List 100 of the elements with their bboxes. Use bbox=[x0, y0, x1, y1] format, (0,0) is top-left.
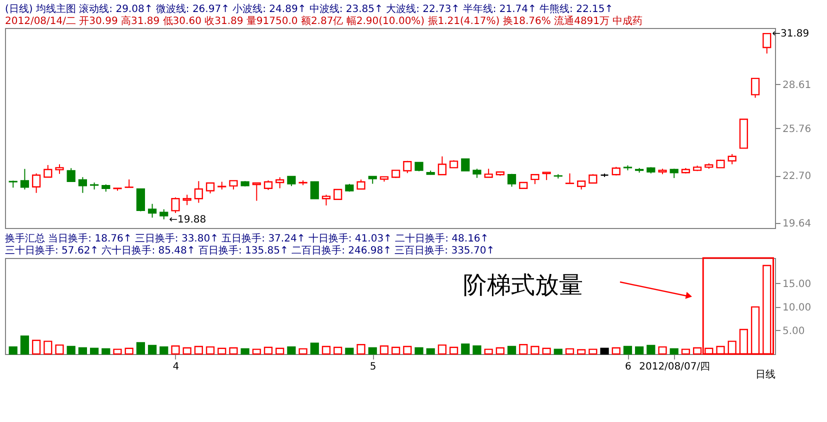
candlestick bbox=[136, 188, 145, 212]
bar bbox=[194, 346, 203, 355]
candlestick bbox=[310, 180, 319, 200]
bar bbox=[484, 348, 493, 355]
bar bbox=[438, 344, 446, 355]
bar bbox=[426, 348, 435, 355]
bar bbox=[298, 348, 308, 355]
candlestick bbox=[44, 164, 52, 178]
bar bbox=[78, 347, 88, 355]
candlestick bbox=[356, 179, 366, 190]
x-tick-label: 4 bbox=[172, 362, 180, 372]
candlestick bbox=[565, 172, 574, 184]
annotation: 阶梯式放量 bbox=[463, 271, 583, 299]
bar bbox=[218, 348, 226, 355]
candlestick bbox=[66, 168, 76, 182]
candlestick bbox=[20, 168, 30, 190]
bar bbox=[635, 346, 644, 355]
bar bbox=[461, 344, 470, 355]
bar bbox=[276, 348, 284, 355]
candlestick bbox=[461, 158, 470, 172]
chart-title: 换手汇总 当日换手: 18.76↑ 三日换手: 33.80↑ 五日换手: 37.24↑ 十日换手: 41.03↑ 二十日换手: 48.16↑ 三十日换手: 57.62↑ 六十日换手: 85.48↑ 百日换手: 135.85↑ 二百日换手: 246.98↑ 三百日换手: 335.70↑ bbox=[5, 232, 495, 256]
bar bbox=[472, 345, 482, 355]
bar bbox=[32, 340, 41, 355]
candlestick bbox=[206, 182, 215, 194]
x-axis-title: 日线 bbox=[756, 368, 776, 380]
bar bbox=[160, 346, 168, 355]
candlestick bbox=[287, 176, 296, 187]
candlestick bbox=[264, 180, 273, 190]
bar bbox=[90, 348, 99, 355]
bar bbox=[496, 347, 504, 355]
candlestick bbox=[728, 154, 736, 165]
y-tick-label: 25.76 bbox=[782, 124, 812, 135]
bar bbox=[565, 348, 574, 355]
bar bbox=[102, 348, 110, 355]
bar bbox=[66, 346, 76, 355]
candlestick bbox=[55, 164, 64, 174]
candlestick bbox=[403, 160, 412, 174]
candlestick bbox=[334, 188, 342, 200]
candlestick bbox=[276, 176, 284, 189]
candlestick bbox=[750, 78, 760, 98]
bar bbox=[322, 346, 331, 355]
candlestick bbox=[182, 194, 192, 206]
bar bbox=[530, 346, 540, 355]
bar bbox=[542, 348, 551, 355]
candlestick bbox=[171, 196, 180, 214]
y-tick-label: 22.70 bbox=[782, 171, 812, 182]
candlestick bbox=[148, 203, 157, 218]
bar bbox=[519, 344, 528, 355]
bar bbox=[368, 347, 377, 355]
x-tick-label: 6 bbox=[625, 362, 632, 372]
annotation: ←19.88 bbox=[169, 214, 206, 226]
bar bbox=[287, 346, 296, 355]
bar bbox=[449, 346, 458, 355]
bar bbox=[588, 348, 598, 355]
bar bbox=[345, 348, 354, 355]
bar bbox=[124, 348, 134, 355]
bar bbox=[310, 342, 319, 355]
x-tick-label: 2012/08/07/四 bbox=[639, 362, 710, 372]
bar bbox=[414, 347, 424, 355]
bar bbox=[8, 346, 18, 355]
candlestick bbox=[507, 173, 516, 188]
bar bbox=[171, 345, 180, 355]
candlestick bbox=[32, 172, 41, 194]
bar bbox=[380, 345, 389, 355]
bar bbox=[229, 347, 238, 355]
bar bbox=[646, 344, 656, 355]
bar bbox=[55, 344, 64, 355]
bar bbox=[113, 348, 122, 355]
candlestick bbox=[252, 182, 261, 202]
bar bbox=[136, 342, 145, 355]
bar bbox=[403, 346, 412, 355]
chart-subtitle: 2012/08/14/二 开30.99 高31.89 低30.60 收31.89 量91750.0 额2.87亿 幅2.90(10.00%) 振1.21(4.17%) 换18.76% 流通4891万 中成药 bbox=[5, 15, 643, 27]
candlestick bbox=[762, 32, 772, 54]
candlestick bbox=[322, 194, 331, 206]
x-tick-label: 5 bbox=[370, 362, 376, 372]
bar bbox=[334, 346, 342, 355]
bar bbox=[507, 346, 516, 355]
bar bbox=[554, 348, 562, 355]
bar bbox=[182, 347, 192, 355]
y-tick-label: 10.00 bbox=[782, 302, 812, 314]
bar bbox=[612, 347, 620, 355]
bar bbox=[240, 348, 250, 355]
candlestick bbox=[472, 168, 482, 178]
bar bbox=[264, 346, 273, 355]
candlestick bbox=[194, 180, 203, 204]
bar bbox=[44, 340, 52, 355]
bar bbox=[670, 348, 678, 355]
candlestick bbox=[530, 174, 540, 185]
annotation: ←31.89 bbox=[772, 28, 810, 40]
y-tick-label: 5.00 bbox=[782, 326, 805, 337]
y-tick-label: 15.00 bbox=[782, 278, 812, 290]
candlestick bbox=[160, 208, 168, 220]
bar bbox=[600, 348, 609, 355]
bar bbox=[577, 349, 586, 355]
candlestick bbox=[78, 176, 88, 194]
chart-title: (日线) 均线主图 滚动线: 29.08↑ 微波线: 26.97↑ 小波线: 24.89↑ 中波线: 23.85↑ 大波线: 22.73↑ 半年线: 21.74↑ 牛熊线: 22.15↑ bbox=[5, 3, 614, 15]
bar bbox=[148, 344, 157, 355]
bar bbox=[206, 346, 215, 355]
candlestick bbox=[438, 156, 446, 176]
bar bbox=[356, 344, 366, 355]
